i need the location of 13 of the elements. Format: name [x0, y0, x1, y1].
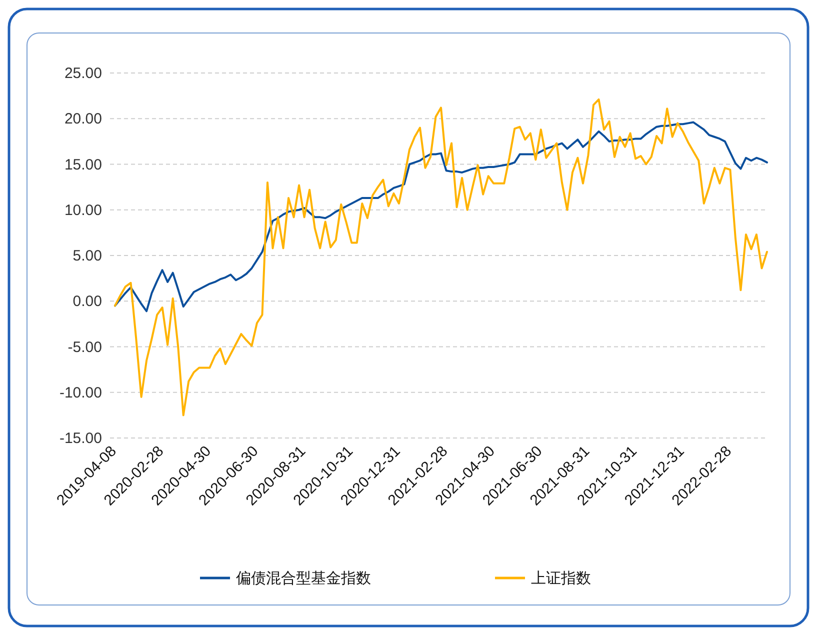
legend-label: 上证指数 — [531, 570, 591, 587]
y-tick-label: 0.00 — [72, 293, 102, 310]
legend-label: 偏债混合型基金指数 — [236, 570, 371, 587]
y-tick-label: 25.00 — [64, 65, 102, 82]
line-series — [114, 121, 768, 312]
y-tick-label: -5.00 — [68, 338, 102, 356]
y-tick-label: -10.00 — [59, 384, 102, 402]
line-series — [114, 98, 768, 416]
y-tick-label: -15.00 — [59, 430, 102, 447]
y-tick-label: 5.00 — [72, 248, 102, 264]
y-tick-label: 10.00 — [64, 202, 102, 219]
y-tick-label: 20.00 — [64, 110, 102, 128]
y-tick-label: 15.00 — [64, 156, 102, 174]
